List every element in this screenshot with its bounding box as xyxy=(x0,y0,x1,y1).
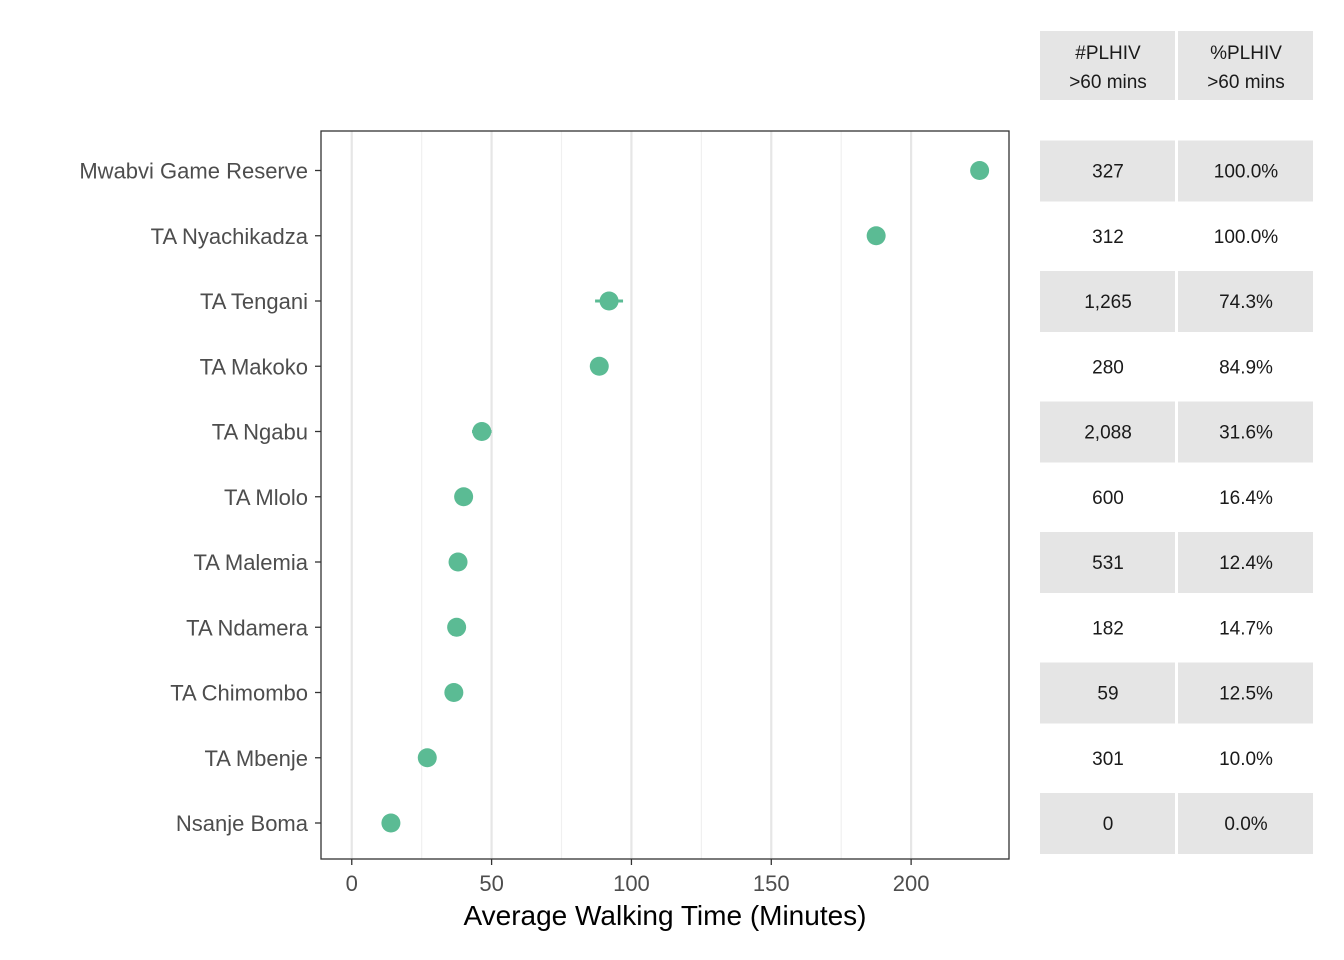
data-point xyxy=(472,422,492,441)
x-tick-label: 0 xyxy=(346,871,358,896)
x-tick-label: 150 xyxy=(753,871,790,896)
table-cell-count: 531 xyxy=(1092,553,1124,574)
y-tick-label: Mwabvi Game Reserve xyxy=(79,159,308,184)
table-cell-shade xyxy=(1040,401,1175,463)
table-cell-percent: 10.0% xyxy=(1219,749,1273,770)
table-cell-shade xyxy=(1178,532,1313,593)
y-axis: Mwabvi Game Reserve TA Nyachikadza TA Teng… xyxy=(79,159,321,836)
y-tick-label: TA Malemia xyxy=(193,550,308,575)
table-cell-count: 182 xyxy=(1092,618,1124,639)
table-cell-percent: 31.6% xyxy=(1219,423,1273,444)
table-cell-count: 59 xyxy=(1097,684,1118,705)
table-cell-count: 600 xyxy=(1092,488,1124,509)
table-cell-count: 312 xyxy=(1092,227,1124,248)
table-cell-shade xyxy=(1178,140,1313,202)
data-point xyxy=(866,226,886,246)
table-cell-shade xyxy=(1178,401,1313,463)
y-tick-label: TA Ndamera xyxy=(186,615,309,640)
x-tick-label: 100 xyxy=(613,871,650,896)
table-header-cell xyxy=(1040,31,1175,100)
table-cell-shade xyxy=(1178,662,1313,724)
table-cell-shade xyxy=(1040,662,1175,724)
table-cell-percent: 12.4% xyxy=(1219,553,1273,574)
table-cell-count: 2,088 xyxy=(1084,423,1132,444)
table-cell-percent: 12.5% xyxy=(1219,684,1273,705)
table-cell-percent: 74.3% xyxy=(1219,292,1273,313)
table-cell-percent: 14.7% xyxy=(1219,618,1273,639)
table-cell-percent: 84.9% xyxy=(1219,357,1273,378)
data-point xyxy=(444,683,464,702)
plhiv-table: #PLHIV >60 mins %PLHIV >60 mins 327 100.0% 312… xyxy=(1040,31,1313,854)
y-tick-label: TA Ngabu xyxy=(212,420,308,445)
table-cell-shade xyxy=(1040,532,1175,593)
y-tick-label: TA Mbenje xyxy=(204,746,308,771)
y-tick-label: TA Makoko xyxy=(200,354,308,379)
table-cell-shade xyxy=(1178,271,1313,332)
table-cell-percent: 100.0% xyxy=(1214,162,1279,183)
y-tick-label: TA Chimombo xyxy=(170,681,308,706)
table-cell-count: 0 xyxy=(1103,814,1114,835)
panel-background xyxy=(321,131,1009,859)
table-header-line2: >60 mins xyxy=(1207,72,1285,93)
x-tick-label: 50 xyxy=(479,871,503,896)
table-header-cell xyxy=(1178,31,1313,100)
table-cell-percent: 16.4% xyxy=(1219,488,1273,509)
x-tick-label: 200 xyxy=(893,871,930,896)
data-point xyxy=(589,356,609,376)
table-cell-percent: 100.0% xyxy=(1214,227,1279,248)
table-header-line1: %PLHIV xyxy=(1210,43,1282,64)
y-tick-label: TA Mlolo xyxy=(224,485,308,510)
data-point xyxy=(448,552,468,572)
table-cell-count: 280 xyxy=(1092,357,1124,378)
table-cell-shade xyxy=(1040,271,1175,332)
table-cell-shade xyxy=(1040,793,1175,854)
data-point xyxy=(970,161,990,180)
y-tick-label: Nsanje Boma xyxy=(176,811,309,836)
plot-panel xyxy=(321,131,1009,859)
data-point xyxy=(447,617,467,637)
grid-lines xyxy=(350,131,913,859)
y-tick-label: TA Tengani xyxy=(200,289,308,314)
data-point xyxy=(599,291,619,311)
table-cell-count: 301 xyxy=(1092,749,1124,770)
table-cell-shade xyxy=(1040,140,1175,202)
table-cell-count: 1,265 xyxy=(1084,292,1132,313)
panel-border xyxy=(320,130,1010,860)
table-cell-shade xyxy=(1178,793,1313,854)
table-cell-count: 327 xyxy=(1092,162,1124,183)
data-point xyxy=(454,487,474,507)
table-cell-percent: 0.0% xyxy=(1224,814,1267,835)
table-header-line1: #PLHIV xyxy=(1075,43,1141,64)
data-point xyxy=(381,813,401,833)
data-points xyxy=(381,161,990,833)
y-tick-label: TA Nyachikadza xyxy=(151,224,309,249)
data-point xyxy=(417,748,437,768)
x-axis-title: Average Walking Time (Minutes) xyxy=(463,900,866,931)
x-axis: 0 50 100 150 200 xyxy=(346,859,930,896)
table-header-line2: >60 mins xyxy=(1069,72,1147,93)
